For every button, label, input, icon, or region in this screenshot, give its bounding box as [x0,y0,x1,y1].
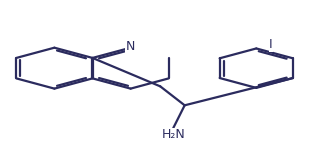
Text: H₂N: H₂N [162,128,185,141]
Text: N: N [126,40,135,53]
Text: I: I [269,38,273,51]
